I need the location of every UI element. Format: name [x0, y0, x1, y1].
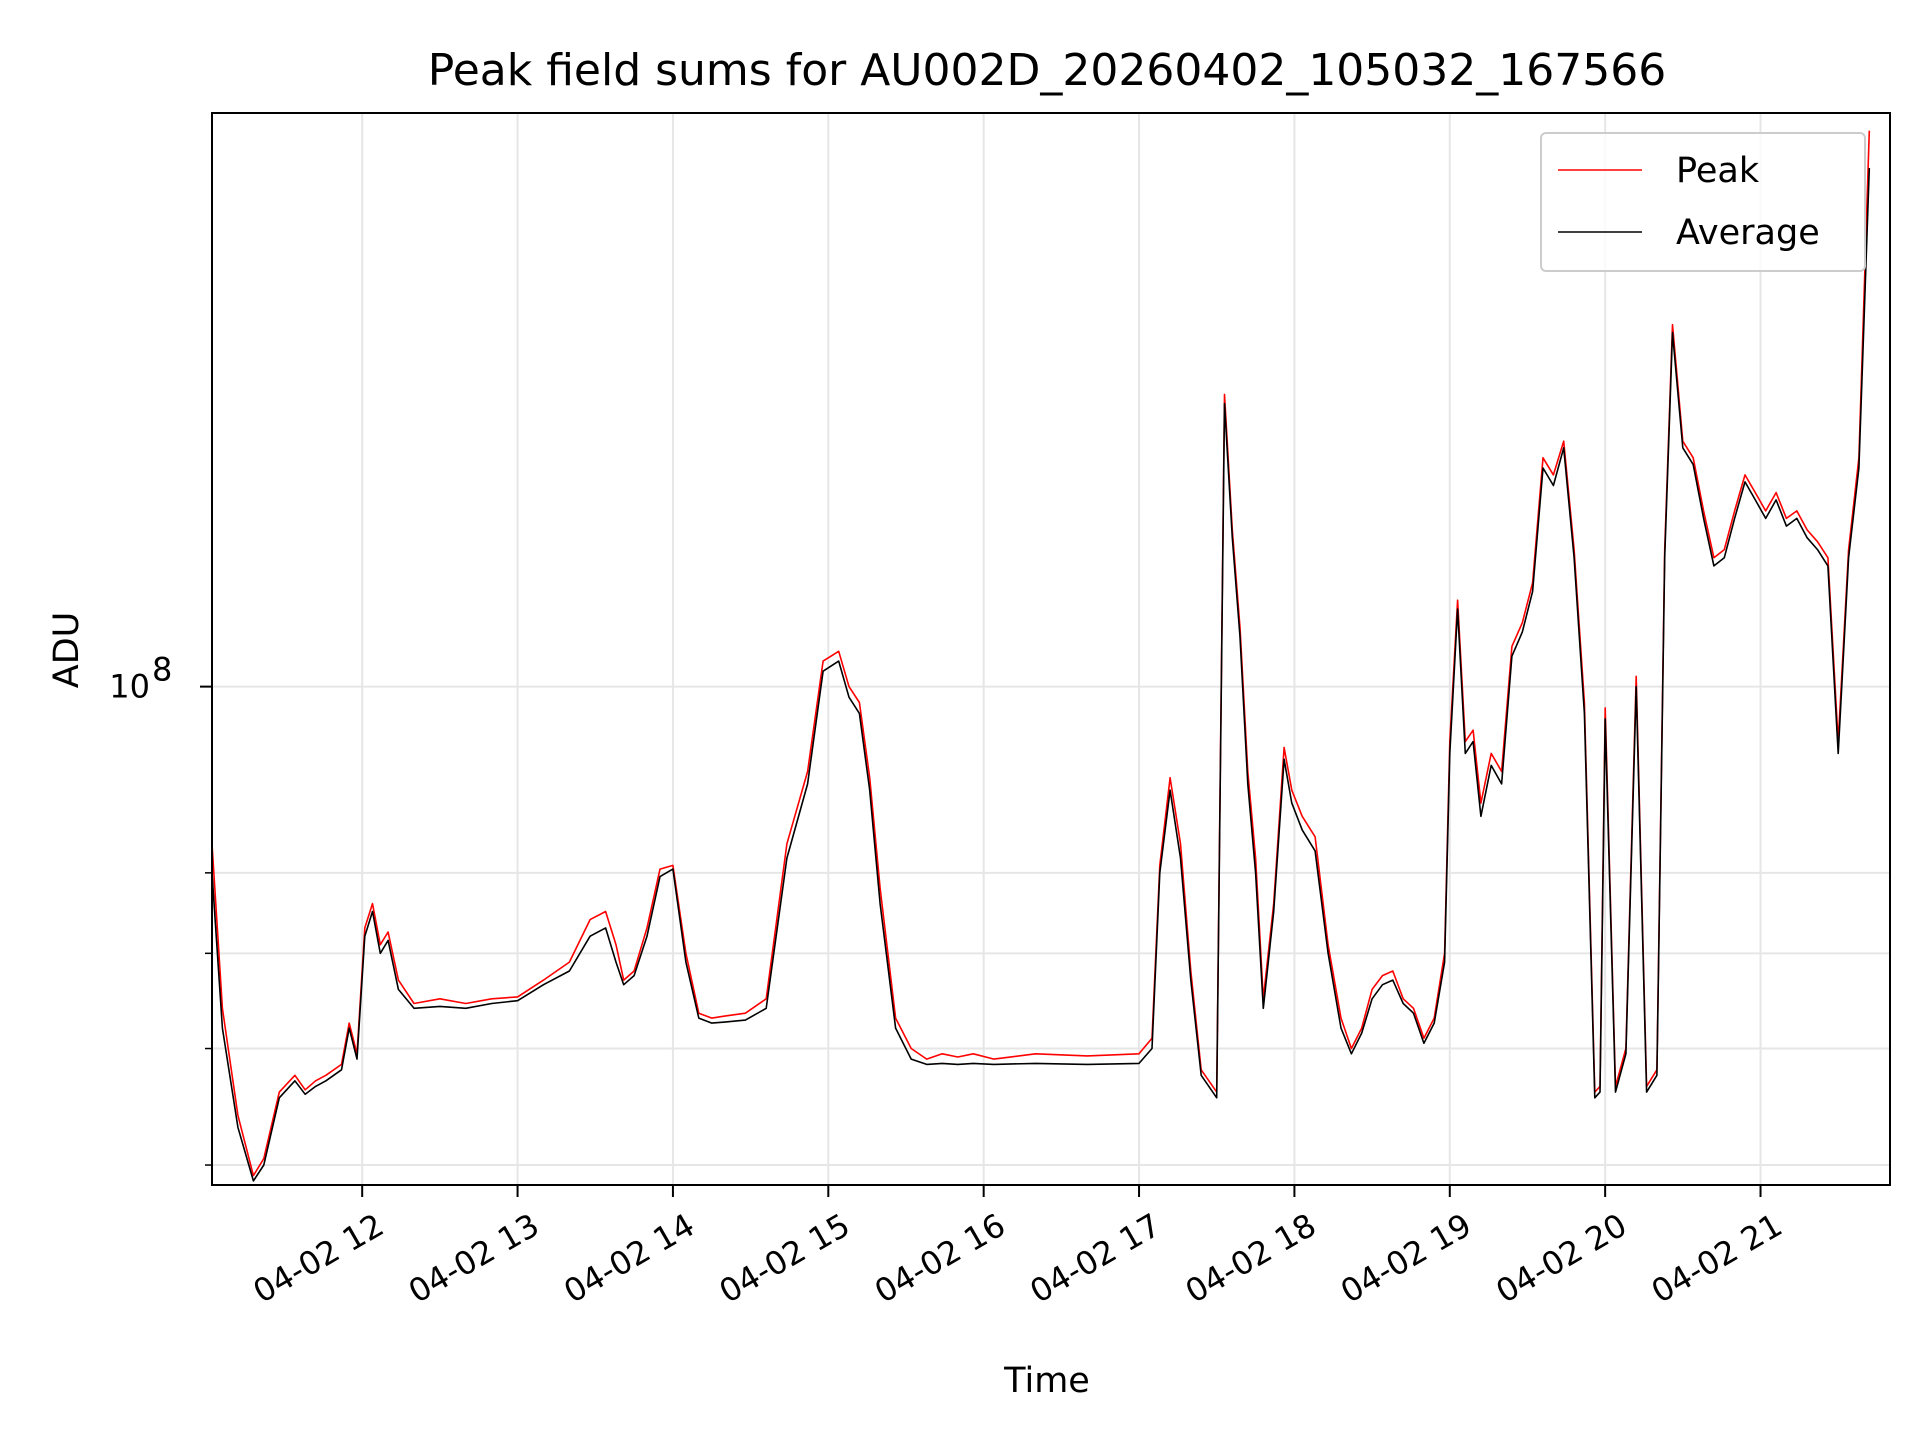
- legend-peak-label: Peak: [1676, 151, 1760, 191]
- x-tick-label: 04-02 15: [713, 1206, 857, 1311]
- x-tick-label: 04-02 12: [247, 1206, 391, 1311]
- y-tick-label: 10: [109, 668, 150, 706]
- y-axis: 10 8: [109, 651, 212, 1166]
- plot-lines: [211, 130, 1871, 1182]
- x-tick-label: 04-02 17: [1023, 1206, 1167, 1311]
- x-tick-label: 04-02 19: [1334, 1206, 1478, 1311]
- legend-box: [1540, 132, 1866, 272]
- x-tick-label: 04-02 13: [402, 1206, 546, 1311]
- x-tick-label: 04-02 18: [1179, 1206, 1323, 1311]
- x-tick-label: 04-02 14: [557, 1206, 701, 1311]
- series-peak-line: [211, 130, 1871, 1177]
- x-tick-label: 04-02 21: [1645, 1206, 1789, 1311]
- y-axis-label: ADU: [47, 612, 87, 689]
- x-tick-label: 04-02 20: [1490, 1206, 1634, 1311]
- y-tick-exponent: 8: [152, 651, 172, 689]
- plot-frame: [211, 112, 1891, 1186]
- x-axis-label: Time: [1003, 1361, 1090, 1401]
- legend-average-label: Average: [1676, 213, 1820, 253]
- x-tick-label: 04-02 16: [868, 1206, 1012, 1311]
- gridlines: [212, 113, 1890, 1185]
- legend: Peak Average: [1540, 132, 1866, 272]
- chart-title: Peak field sums for AU002D_20260402_1050…: [428, 45, 1667, 96]
- series-average-line: [211, 167, 1871, 1182]
- x-axis: 04-02 12 04-02 13 04-02 14 04-02 15 04-02 16…: [247, 1185, 1789, 1311]
